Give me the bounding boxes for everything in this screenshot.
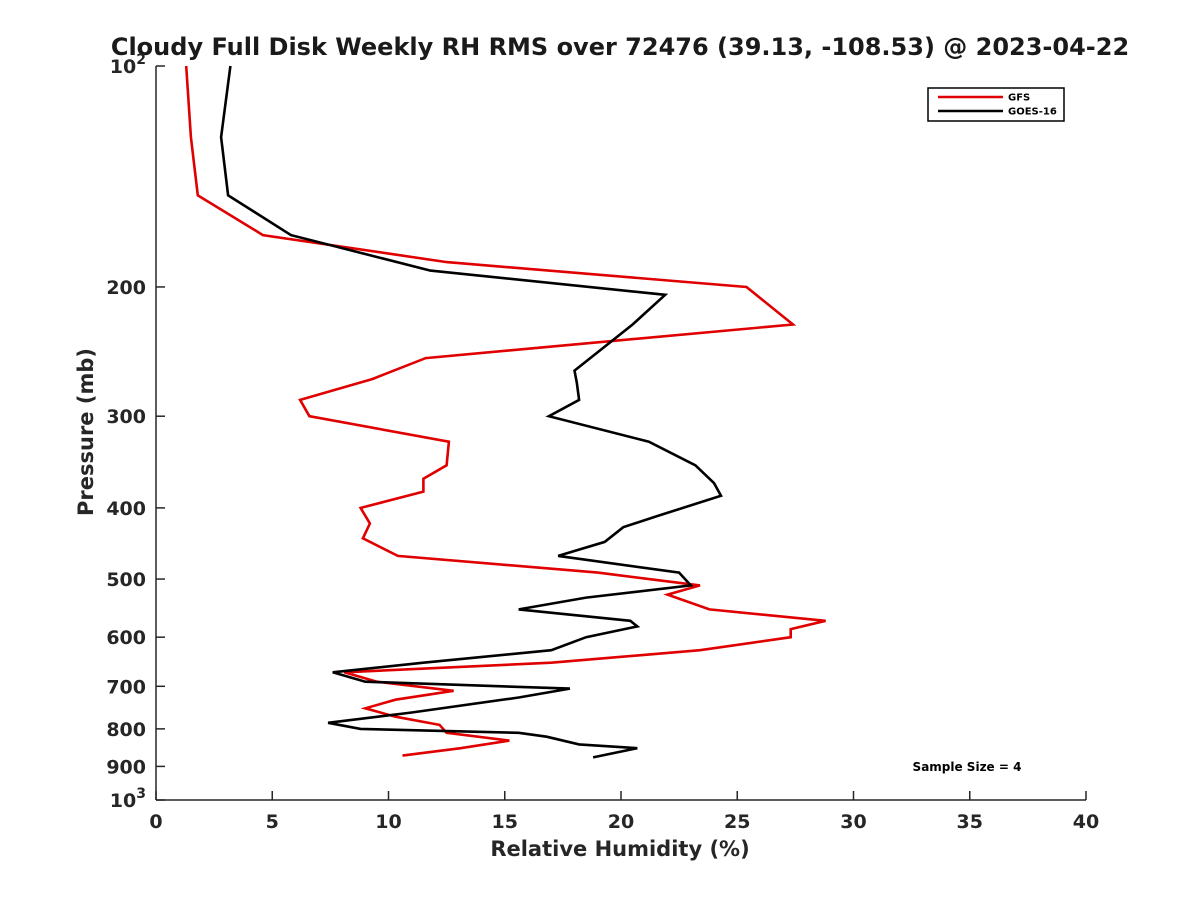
series-line-goes-16 <box>219 65 723 759</box>
x-axis-label: Relative Humidity (%) <box>490 837 749 861</box>
x-tick-label: 25 <box>724 811 750 833</box>
legend-label: GOES-16 <box>1008 107 1057 118</box>
x-tick-label: 5 <box>266 811 279 833</box>
series-layer <box>184 65 826 759</box>
y-tick-label: 800 <box>106 719 146 741</box>
x-tick-label: 30 <box>840 811 866 833</box>
x-tick-label: 20 <box>608 811 634 833</box>
y-axis-label: Pressure (mb) <box>74 348 98 516</box>
axes: 0 5 10 15 20 25 30 35 40 102 200 300 400 500 600 700 800… <box>106 52 1099 833</box>
y-tick-label: 103 <box>110 786 146 812</box>
x-tick-label: 10 <box>375 811 401 833</box>
y-tick-label: 102 <box>110 52 146 78</box>
sample-size-annotation: Sample Size = 4 <box>913 760 1022 774</box>
legend: GFS GOES-16 <box>927 87 1065 122</box>
legend-box <box>927 87 1065 122</box>
x-tick-label: 35 <box>957 811 983 833</box>
y-tick-label: 700 <box>106 676 146 698</box>
series-line-gfs <box>184 65 826 757</box>
y-tick-label: 200 <box>106 277 146 299</box>
x-tick-label: 0 <box>149 811 162 833</box>
y-tick-label: 600 <box>106 627 146 649</box>
y-tick-label: 900 <box>106 756 146 778</box>
chart-title: Cloudy Full Disk Weekly RH RMS over 7247… <box>111 33 1129 61</box>
y-tick-label: 500 <box>106 569 146 591</box>
y-tick-label: 400 <box>106 498 146 520</box>
legend-label: GFS <box>1008 93 1030 104</box>
x-tick-label: 40 <box>1073 811 1099 833</box>
x-tick-label: 15 <box>492 811 518 833</box>
y-tick-label: 300 <box>106 406 146 428</box>
